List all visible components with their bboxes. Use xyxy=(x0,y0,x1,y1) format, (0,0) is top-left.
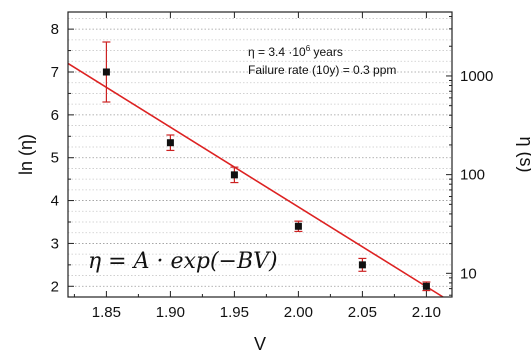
data-point-marker xyxy=(102,68,110,76)
tick-labels-group: 1.85 1.90 1.95 2.00 2.05 2.10 2 3 4 5 6 7 8 10 100 1000 xyxy=(51,21,494,321)
data-point-4 xyxy=(294,220,303,233)
data-point-5 xyxy=(358,257,367,272)
y-tick-label: 2 xyxy=(51,278,59,295)
axes-group xyxy=(67,11,453,298)
annotation-lifetime-suffix: years xyxy=(310,45,343,59)
x-tick-label: 1.85 xyxy=(92,304,121,321)
x-tick-label: 1.90 xyxy=(156,304,185,321)
y-axis-title: ln (η) xyxy=(16,134,36,175)
x-tick-label: 1.95 xyxy=(220,304,249,321)
x-tick-label: 2.10 xyxy=(412,304,441,321)
right-y-tick-label: 10 xyxy=(460,265,477,282)
fit-line-group xyxy=(67,62,444,298)
formula-label: η = A · exp(−BV) xyxy=(88,249,278,274)
annotation-failure-rate: Failure rate (10y) = 0.3 ppm xyxy=(248,63,396,77)
fit-line xyxy=(67,62,444,298)
x-tick-label: 2.00 xyxy=(284,304,313,321)
data-point-1 xyxy=(102,41,111,103)
data-point-marker xyxy=(166,139,174,147)
y-tick-label: 5 xyxy=(51,150,59,167)
data-points-group xyxy=(102,41,431,292)
annotation-lifetime-exponent: 6 xyxy=(306,44,311,53)
y-tick-label: 4 xyxy=(51,193,59,210)
data-point-6 xyxy=(422,281,431,292)
annotation-lifetime: η = 3.4 ·106 years xyxy=(248,44,343,59)
x-tick-label: 2.05 xyxy=(348,304,377,321)
data-point-marker xyxy=(230,171,238,179)
y-tick-label: 7 xyxy=(51,64,59,81)
data-point-marker xyxy=(358,261,366,269)
y-tick-label: 8 xyxy=(51,21,59,38)
x-axis-title: V xyxy=(254,334,266,354)
data-point-3 xyxy=(230,166,239,184)
data-point-marker xyxy=(422,282,430,290)
annotation-lifetime-prefix: η = 3.4 ·10 xyxy=(248,45,306,59)
y-tick-label: 3 xyxy=(51,235,59,252)
right-y-axis-title: η (s) xyxy=(516,137,531,173)
data-point-2 xyxy=(166,134,175,152)
data-point-marker xyxy=(294,222,302,230)
right-y-tick-label: 100 xyxy=(460,167,485,184)
plot-frame xyxy=(67,11,453,298)
plot-area-background xyxy=(68,12,452,297)
grid-lines xyxy=(68,18,452,287)
right-y-tick-label: 1000 xyxy=(460,68,493,85)
y-tick-label: 6 xyxy=(51,107,59,124)
